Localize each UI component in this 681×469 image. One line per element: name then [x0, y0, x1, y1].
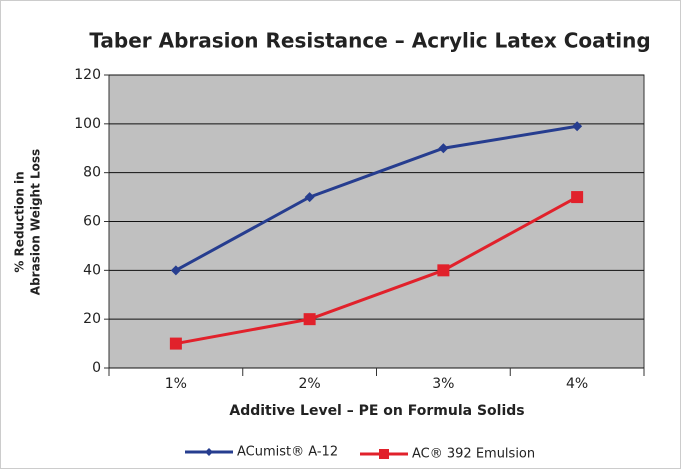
x-axis-label: Additive Level – PE on Formula Solids: [229, 403, 524, 419]
y-tick-label: 80: [83, 165, 101, 181]
point: [304, 192, 315, 203]
point: [170, 265, 181, 276]
legend-item: ACumist® A-12: [185, 445, 338, 460]
point: [438, 143, 449, 154]
y-axis-label-line: Abrasion Weight Loss: [29, 149, 43, 295]
y-tick-label: 60: [83, 214, 101, 230]
point: [572, 121, 583, 132]
x-tick-label: 1%: [165, 376, 187, 392]
y-tick-label: 20: [83, 311, 101, 327]
x-tick-label: 2%: [299, 376, 321, 392]
legend-label: ACumist® A-12: [237, 445, 338, 460]
chart-title: Taber Abrasion Resistance – Acrylic Late…: [89, 29, 650, 53]
legend-marker: [379, 449, 389, 459]
legend-marker: [205, 448, 213, 456]
legend-label: AC® 392 Emulsion: [412, 447, 535, 462]
y-tick-label: 40: [83, 262, 101, 278]
x-tick-label: 4%: [566, 376, 588, 392]
point: [303, 313, 316, 326]
series-line: [175, 124, 578, 272]
y-tick-label: 100: [74, 116, 101, 132]
point: [169, 337, 182, 350]
point: [571, 191, 584, 204]
y-axis-label-line: % Reduction in: [13, 171, 27, 272]
point: [437, 264, 450, 277]
x-tick-label: 3%: [432, 376, 454, 392]
y-tick-label: 0: [92, 360, 101, 376]
series-line: [175, 195, 578, 346]
y-axis-label: % Reduction in Abrasion Weight Loss: [13, 149, 43, 295]
y-tick-label: 120: [74, 67, 101, 83]
legend-item: AC® 392 Emulsion: [360, 447, 535, 462]
